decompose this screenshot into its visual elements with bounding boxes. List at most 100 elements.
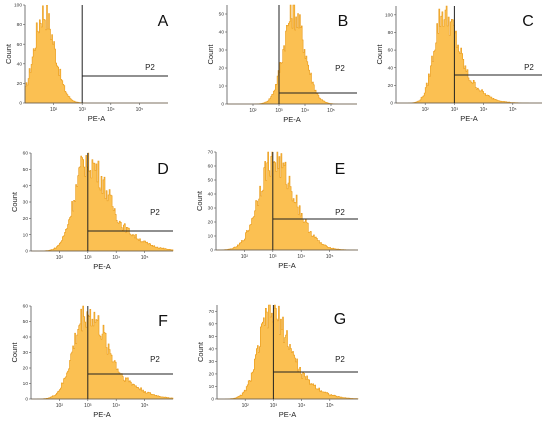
y-tick-label: 30 bbox=[209, 359, 215, 365]
x-axis-title: PE-A bbox=[93, 410, 111, 419]
x-tick-label: 10² bbox=[56, 255, 64, 261]
histogram-g bbox=[217, 304, 359, 400]
y-tick-label: 50 bbox=[23, 167, 29, 173]
x-axis-title: PE-A bbox=[279, 410, 297, 419]
x-tick-label: 10⁵ bbox=[136, 107, 144, 113]
y-tick-label: 100 bbox=[14, 3, 22, 9]
y-tick-label: 100 bbox=[385, 12, 393, 18]
y-tick-label: 0 bbox=[210, 248, 213, 254]
histogram-f bbox=[31, 305, 174, 400]
y-axis-title: Count bbox=[196, 341, 205, 362]
x-tick-label: 10⁴ bbox=[112, 403, 120, 409]
y-tick-label: 70 bbox=[208, 150, 214, 156]
y-axis-title: Count bbox=[10, 191, 19, 212]
y-tick-label: 40 bbox=[208, 192, 214, 198]
x-tick-label: 10⁴ bbox=[298, 403, 306, 409]
y-tick-label: 40 bbox=[219, 30, 225, 36]
y-tick-label: 0 bbox=[19, 101, 22, 107]
histogram-c bbox=[396, 5, 542, 104]
gate-p2-label: P2 bbox=[335, 64, 345, 73]
y-tick-label: 20 bbox=[208, 220, 214, 226]
gate-p2-label: P2 bbox=[145, 63, 155, 72]
y-tick-label: 0 bbox=[25, 249, 28, 255]
gate-p2-label: P2 bbox=[335, 355, 345, 364]
x-tick-label: 10² bbox=[50, 107, 58, 113]
y-axis-title: Count bbox=[10, 342, 19, 363]
x-tick-label: 10² bbox=[249, 108, 257, 114]
y-tick-label: 50 bbox=[209, 334, 215, 340]
y-tick-label: 20 bbox=[23, 366, 29, 372]
x-axis-title: PE-A bbox=[93, 262, 111, 271]
y-tick-label: 10 bbox=[23, 381, 29, 387]
y-tick-label: 40 bbox=[17, 61, 23, 67]
panel-a: 0 20 40 60 80 100 10² 10³ 10⁴ 10⁵ PE-A Count P2 A bbox=[4, 3, 169, 123]
histogram-e bbox=[216, 151, 358, 251]
x-tick-label: 10³ bbox=[269, 254, 277, 260]
y-tick-label: 60 bbox=[209, 321, 215, 327]
x-tick-label: 10³ bbox=[275, 108, 283, 114]
x-tick-label: 10⁴ bbox=[297, 254, 305, 260]
panel-d: 0 10 20 30 40 50 60 10² 10³ 10⁴ 10⁵ PE-A Count P2 D bbox=[10, 151, 174, 271]
y-tick-label: 10 bbox=[209, 384, 215, 390]
y-tick-label: 50 bbox=[23, 319, 29, 325]
y-tick-label: 30 bbox=[23, 350, 29, 356]
panel-e: 0 10 20 30 40 50 60 70 10² 10³ 10⁴ 10⁵ PE-A Count P2 E bbox=[195, 150, 358, 270]
x-tick-label: 10⁴ bbox=[480, 107, 488, 113]
x-tick-label: 10² bbox=[56, 403, 64, 409]
y-tick-label: 50 bbox=[208, 178, 214, 184]
gate-p2-label: P2 bbox=[524, 63, 534, 72]
x-tick-label: 10³ bbox=[270, 403, 278, 409]
x-axis-title: PE-A bbox=[283, 115, 301, 124]
x-axis-title: PE-A bbox=[278, 261, 296, 270]
y-tick-label: 10 bbox=[208, 234, 214, 240]
y-tick-label: 70 bbox=[209, 309, 215, 315]
y-tick-label: 60 bbox=[23, 304, 29, 310]
y-tick-label: 10 bbox=[23, 232, 29, 238]
y-axis-title: Count bbox=[195, 190, 204, 211]
x-tick-label: 10⁵ bbox=[509, 107, 517, 113]
y-tick-label: 0 bbox=[25, 397, 28, 403]
panel-b: 0 10 20 30 40 50 10² 10³ 10⁴ 10⁵ PE-A Count P2 B bbox=[206, 4, 357, 124]
y-tick-label: 20 bbox=[388, 83, 394, 89]
x-tick-label: 10⁵ bbox=[326, 403, 334, 409]
x-tick-label: 10² bbox=[422, 107, 430, 113]
x-tick-label: 10⁴ bbox=[301, 108, 309, 114]
y-tick-label: 40 bbox=[209, 346, 215, 352]
x-tick-label: 10³ bbox=[79, 107, 87, 113]
y-tick-label: 0 bbox=[390, 101, 393, 107]
panel-letter: B bbox=[338, 13, 349, 30]
x-axis-title: PE-A bbox=[88, 114, 106, 123]
histogram-a bbox=[24, 5, 168, 104]
y-tick-label: 0 bbox=[221, 102, 224, 108]
panel-letter: D bbox=[157, 161, 169, 178]
x-axis-title: PE-A bbox=[460, 114, 478, 123]
y-tick-label: 80 bbox=[17, 22, 23, 28]
y-tick-label: 60 bbox=[17, 42, 23, 48]
y-axis-title: Count bbox=[4, 43, 13, 64]
x-tick-label: 10⁵ bbox=[141, 255, 149, 261]
y-tick-label: 40 bbox=[23, 183, 29, 189]
histogram-d bbox=[31, 152, 174, 252]
x-tick-label: 10⁵ bbox=[326, 254, 334, 260]
y-tick-label: 60 bbox=[208, 164, 214, 170]
gate-p2-label: P2 bbox=[150, 208, 160, 217]
x-tick-label: 10² bbox=[241, 254, 249, 260]
panel-g: 0 10 20 30 40 50 60 70 10² 10³ 10⁴ 10⁵ PE-A Count P2 G bbox=[196, 304, 359, 419]
panel-letter: C bbox=[522, 13, 534, 30]
y-tick-label: 10 bbox=[219, 84, 225, 90]
x-tick-label: 10³ bbox=[84, 255, 92, 261]
x-tick-label: 10⁴ bbox=[112, 255, 120, 261]
x-tick-label: 10³ bbox=[451, 107, 459, 113]
y-tick-label: 30 bbox=[208, 206, 214, 212]
y-tick-label: 40 bbox=[23, 335, 29, 341]
panel-letter: A bbox=[158, 13, 169, 30]
y-tick-label: 80 bbox=[388, 30, 394, 36]
y-tick-label: 50 bbox=[219, 12, 225, 18]
panel-letter: F bbox=[158, 313, 168, 330]
y-tick-label: 30 bbox=[219, 48, 225, 54]
panel-c: 0 20 40 60 80 100 10² 10³ 10⁴ 10⁵ PE-A Count P2 C bbox=[375, 5, 542, 123]
y-axis-title: Count bbox=[206, 44, 215, 65]
y-tick-label: 20 bbox=[219, 66, 225, 72]
y-tick-label: 60 bbox=[388, 48, 394, 54]
